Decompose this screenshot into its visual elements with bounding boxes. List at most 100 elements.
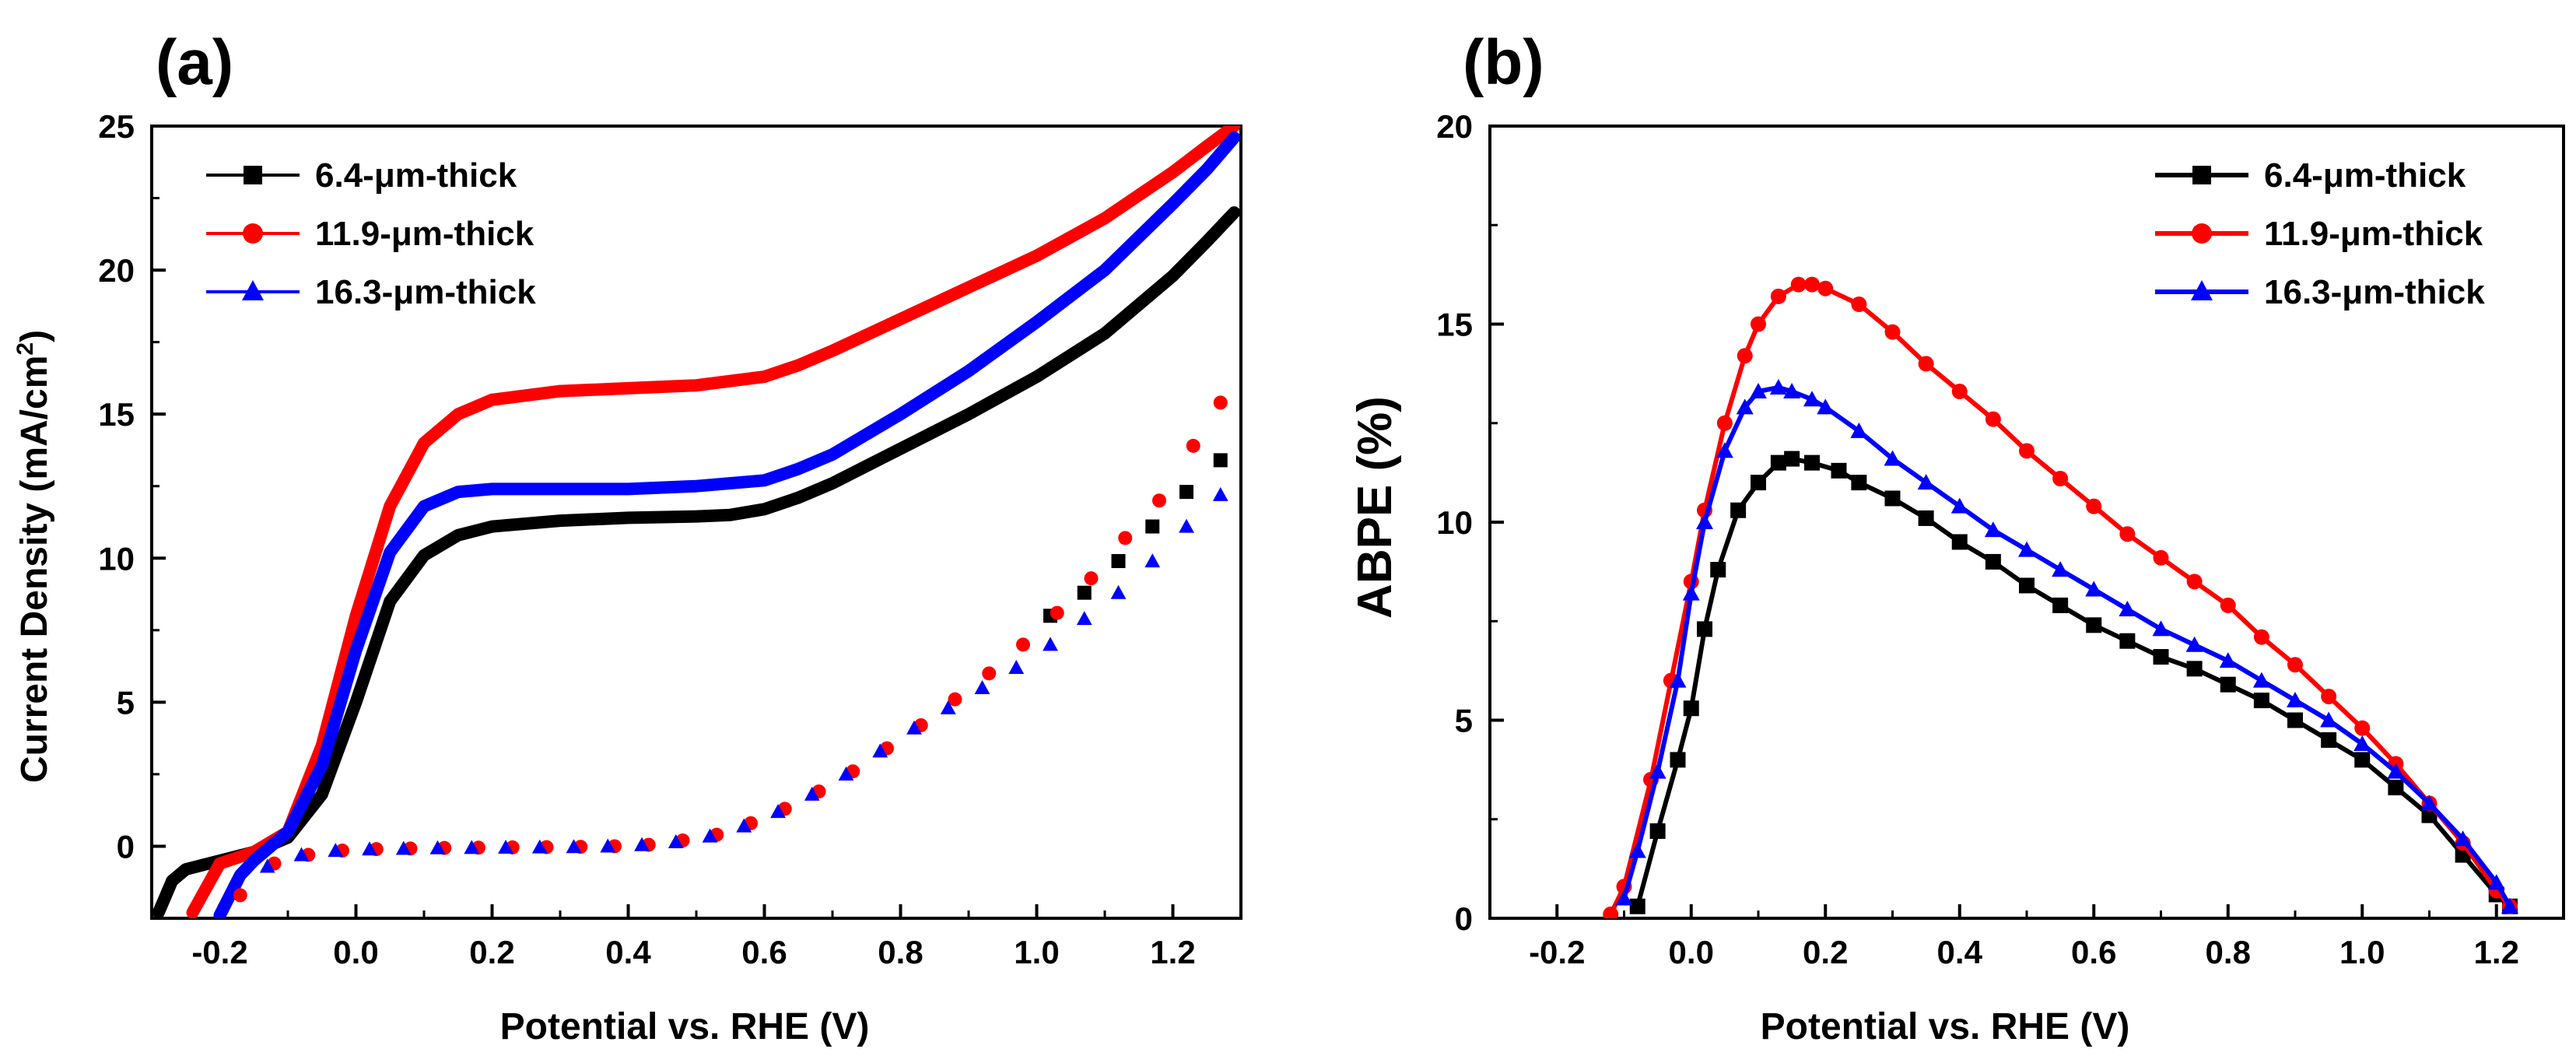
series-b-2-point: [2186, 574, 2203, 590]
y-axis-title-a-sup: 2: [12, 342, 38, 356]
series-b-1-point: [2119, 633, 2136, 649]
y-tick-label-a: 20: [98, 252, 135, 289]
y-tick-label-a: 0: [117, 828, 135, 865]
series-a-5-point: [982, 666, 997, 681]
series-a-6-point: [259, 858, 275, 873]
y-tick-label-a: 25: [98, 108, 135, 145]
series-b-1-point: [2153, 649, 2169, 665]
series-b-3-point: [1716, 442, 1733, 458]
legend-label-a-3: 16.3-μm-thick: [315, 273, 536, 311]
y-tick-label-a: 10: [98, 540, 135, 577]
panel-b: (b) Potential vs. RHE (V) ABPE (%) -0.2 0…: [1348, 27, 2565, 1047]
series-b-1-point: [1751, 475, 1766, 491]
axes-b: -0.2 0.0 0.2 0.4 0.6 0.8 1.0 1.2 0 5 10 15 20: [1436, 108, 2565, 970]
series-b-2-point: [1951, 384, 1968, 400]
series-a-6-point: [498, 840, 513, 854]
series-a-6-point: [1212, 486, 1228, 501]
series-b-2-point: [1737, 348, 1753, 364]
series-b-2-point: [1603, 906, 1619, 918]
x-tick-label-a: 0.6: [741, 934, 787, 970]
series-b-1-point: [1710, 562, 1726, 578]
series-b-3-point: [1736, 398, 1754, 415]
series-b-3-point: [1750, 383, 1767, 399]
series-a-6-point: [1076, 611, 1092, 626]
panel-label-a: (a): [156, 27, 233, 98]
series-b-3-point: [1649, 763, 1667, 779]
series-b-3-point: [2454, 830, 2472, 847]
series-b-2-point: [2119, 526, 2136, 542]
series-b-3-point: [2152, 620, 2170, 637]
series-b-2-point: [1716, 415, 1733, 431]
x-tick-label-b: -0.2: [1529, 934, 1585, 970]
panel-label-b: (b): [1463, 27, 1544, 98]
series-b-2-point: [2287, 657, 2303, 673]
legend-entry-b-1: 6.4-μm-thick: [2155, 156, 2466, 195]
series-b-3-point: [1917, 474, 1935, 490]
series-b-2-point: [1804, 276, 1820, 293]
series-b-2-point: [1770, 288, 1786, 304]
y-tick-label-b: 15: [1436, 307, 1473, 343]
series-b-2-point: [2253, 629, 2269, 645]
series-a-6-point: [1043, 637, 1058, 651]
series-a-6-point: [838, 767, 854, 781]
x-tick-label-a: 1.0: [1014, 934, 1059, 970]
series-b-1-point: [1831, 462, 1847, 479]
series-a-6-point: [736, 818, 752, 833]
series-a-1-line: [152, 206, 1241, 918]
series-a-5-point: [1050, 605, 1064, 620]
series-a-6-point: [702, 828, 718, 843]
series-b-2-point: [1851, 296, 1867, 313]
y-tick-label-b: 10: [1436, 504, 1473, 541]
series-b-2-point: [2019, 443, 2035, 459]
series-a-5-point: [948, 692, 962, 707]
series-b-1-point: [1683, 700, 1699, 717]
y-axis-title-a: Current Density (mA/cm2): [12, 330, 55, 783]
series-a-6-point: [1179, 518, 1194, 533]
series-a-6-point: [531, 839, 548, 854]
series-b-3-point: [1783, 383, 1801, 399]
series-a-6-point: [804, 786, 820, 801]
series-b-1-point: [1770, 454, 1786, 471]
x-tick-label-a: 1.2: [1150, 934, 1195, 970]
legend-entry-b-2: 11.9-μm-thick: [2155, 215, 2483, 253]
series-a-5-point: [1186, 438, 1200, 453]
series-b-2-point: [2086, 498, 2102, 514]
series-b-3-point: [2252, 672, 2270, 688]
series-b-3-point: [1669, 672, 1687, 688]
y-tick-label-b: 5: [1455, 703, 1473, 739]
series-b-1-point: [2086, 617, 2102, 633]
plot-area-b: [1603, 276, 2518, 918]
series-b-2-point: [2153, 549, 2169, 566]
series-a-4-point: [1077, 585, 1092, 600]
x-tick-label-b: 0.4: [1937, 934, 1983, 970]
series-b-3-point: [2018, 541, 2035, 557]
series-a-6-point: [293, 847, 310, 861]
series-b-1-point: [1670, 752, 1686, 768]
y-tick-label-a: 15: [98, 396, 135, 433]
series-b-3-point: [2085, 581, 2103, 597]
series-a-6-point: [1008, 660, 1025, 675]
series-a-6-point: [872, 743, 888, 758]
series-a-6-point: [974, 679, 990, 694]
series-a-6-point: [770, 804, 786, 819]
series-a-6-point: [362, 841, 377, 856]
series-a-4-point: [1179, 485, 1193, 500]
series-a-6-point: [328, 843, 344, 858]
series-b-1-point: [2019, 577, 2035, 594]
y-tick-label-a: 5: [117, 684, 135, 721]
series-b-1-point: [2354, 752, 2371, 768]
x-tick-label-b: 1.2: [2474, 934, 2519, 970]
series-b-3-point: [1950, 497, 1968, 514]
series-b-1-point: [2388, 780, 2404, 796]
series-b-2-line: [1608, 282, 2512, 917]
series-b-1-point: [1784, 451, 1800, 467]
series-b-3-point: [2387, 763, 2405, 779]
series-b-2-point: [1790, 276, 1807, 293]
data-series-b: [1603, 276, 2518, 918]
series-b-3-point: [2420, 795, 2438, 811]
series-a-6-point: [600, 838, 616, 853]
x-axis-title-b: Potential vs. RHE (V): [1761, 1006, 2130, 1047]
series-a-6-point: [464, 840, 480, 854]
series-b-2-point: [2220, 597, 2236, 613]
